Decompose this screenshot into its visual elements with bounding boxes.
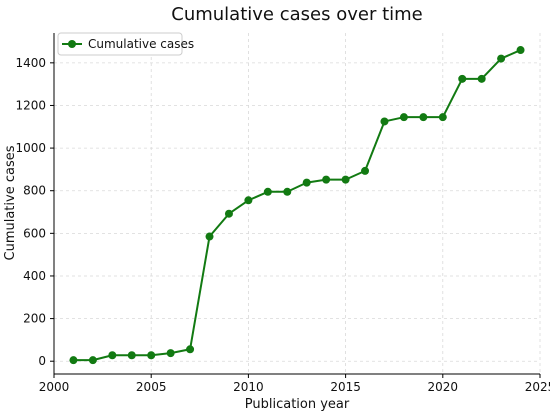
data-point-2009 [224, 209, 233, 218]
series-layer [69, 46, 525, 365]
data-point-2012 [283, 187, 292, 196]
legend-box [57, 32, 183, 56]
data-point-2023 [497, 54, 506, 63]
data-point-2021 [458, 74, 467, 83]
y-axis-label: Cumulative cases [3, 145, 18, 260]
data-point-2014 [322, 175, 331, 184]
data-point-2020 [438, 113, 447, 122]
data-point-2001 [69, 356, 78, 365]
data-point-2002 [88, 356, 97, 365]
x-tick-label-2000: 2000 [39, 380, 70, 394]
data-point-2022 [477, 74, 486, 83]
y-tick-label-800: 800 [23, 184, 46, 198]
x-tick-label-2015: 2015 [330, 380, 361, 394]
grid-layer [53, 33, 541, 374]
data-point-2011 [263, 187, 272, 196]
series-line-cumulative-cases [73, 49, 521, 362]
chart-title: Cumulative cases over time [171, 4, 422, 25]
data-point-2004 [127, 351, 136, 360]
data-point-2024 [516, 46, 525, 55]
data-point-2017 [380, 117, 389, 126]
y-tick-label-1000: 1000 [15, 141, 46, 155]
data-point-2003 [108, 351, 117, 360]
data-point-2013 [302, 178, 311, 187]
x-tick-label-2005: 2005 [136, 380, 167, 394]
y-tick-label-600: 600 [23, 226, 46, 240]
legend-label: Cumulative cases [88, 37, 194, 51]
data-point-2016 [361, 166, 370, 175]
x-axis-label: Publication year [245, 397, 350, 412]
data-point-2010 [244, 196, 253, 205]
legend: Cumulative cases [57, 32, 194, 56]
y-tick-label-0: 0 [38, 354, 46, 368]
data-point-2005 [147, 351, 156, 360]
axes-layer: 2000 2005 2010 2015 2020 2025 0 200 400 600 800 100… [15, 33, 550, 394]
data-point-2018 [399, 113, 408, 122]
y-tick-label-1400: 1400 [15, 56, 46, 70]
data-point-2019 [419, 113, 428, 122]
data-point-2015 [341, 175, 350, 184]
y-tick-label-200: 200 [23, 312, 46, 326]
data-point-2008 [205, 232, 214, 241]
y-tick-label-1200: 1200 [15, 98, 46, 112]
data-point-2007 [186, 345, 195, 354]
x-tick-label-2025: 2025 [525, 380, 550, 394]
x-tick-label-2010: 2010 [233, 380, 264, 394]
y-tick-label-400: 400 [23, 269, 46, 283]
data-point-2006 [166, 349, 175, 358]
legend-marker-swatch [68, 40, 76, 48]
x-tick-label-2020: 2020 [428, 380, 459, 394]
